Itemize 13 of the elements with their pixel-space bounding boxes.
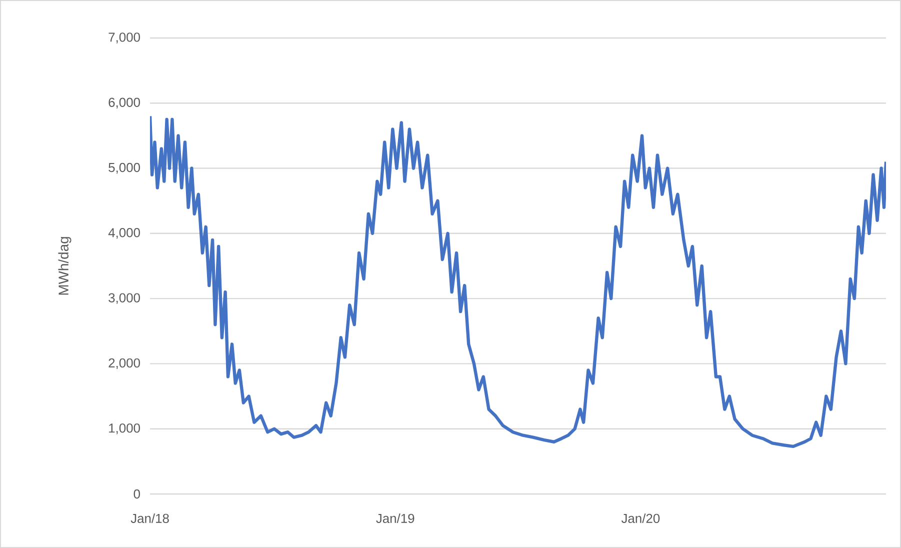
y-tick-label: 4,000: [108, 228, 140, 239]
y-tick-label: 3,000: [108, 293, 140, 304]
y-axis-title: MWh/dag: [58, 237, 72, 295]
y-tick-label: 2,000: [108, 358, 140, 370]
x-tick-label: Jan/19: [376, 514, 414, 524]
y-tick-label: 0: [134, 489, 140, 499]
y-tick-label: 1,000: [109, 423, 140, 434]
y-tick-label: 7,000: [108, 32, 140, 44]
line-series: [150, 114, 886, 448]
y-tick-label: 5,000: [108, 162, 140, 174]
x-tick-label: Jan/18: [130, 514, 169, 524]
x-tick-label: Jan/20: [621, 514, 660, 524]
y-tick-label: 6,000: [108, 98, 140, 108]
